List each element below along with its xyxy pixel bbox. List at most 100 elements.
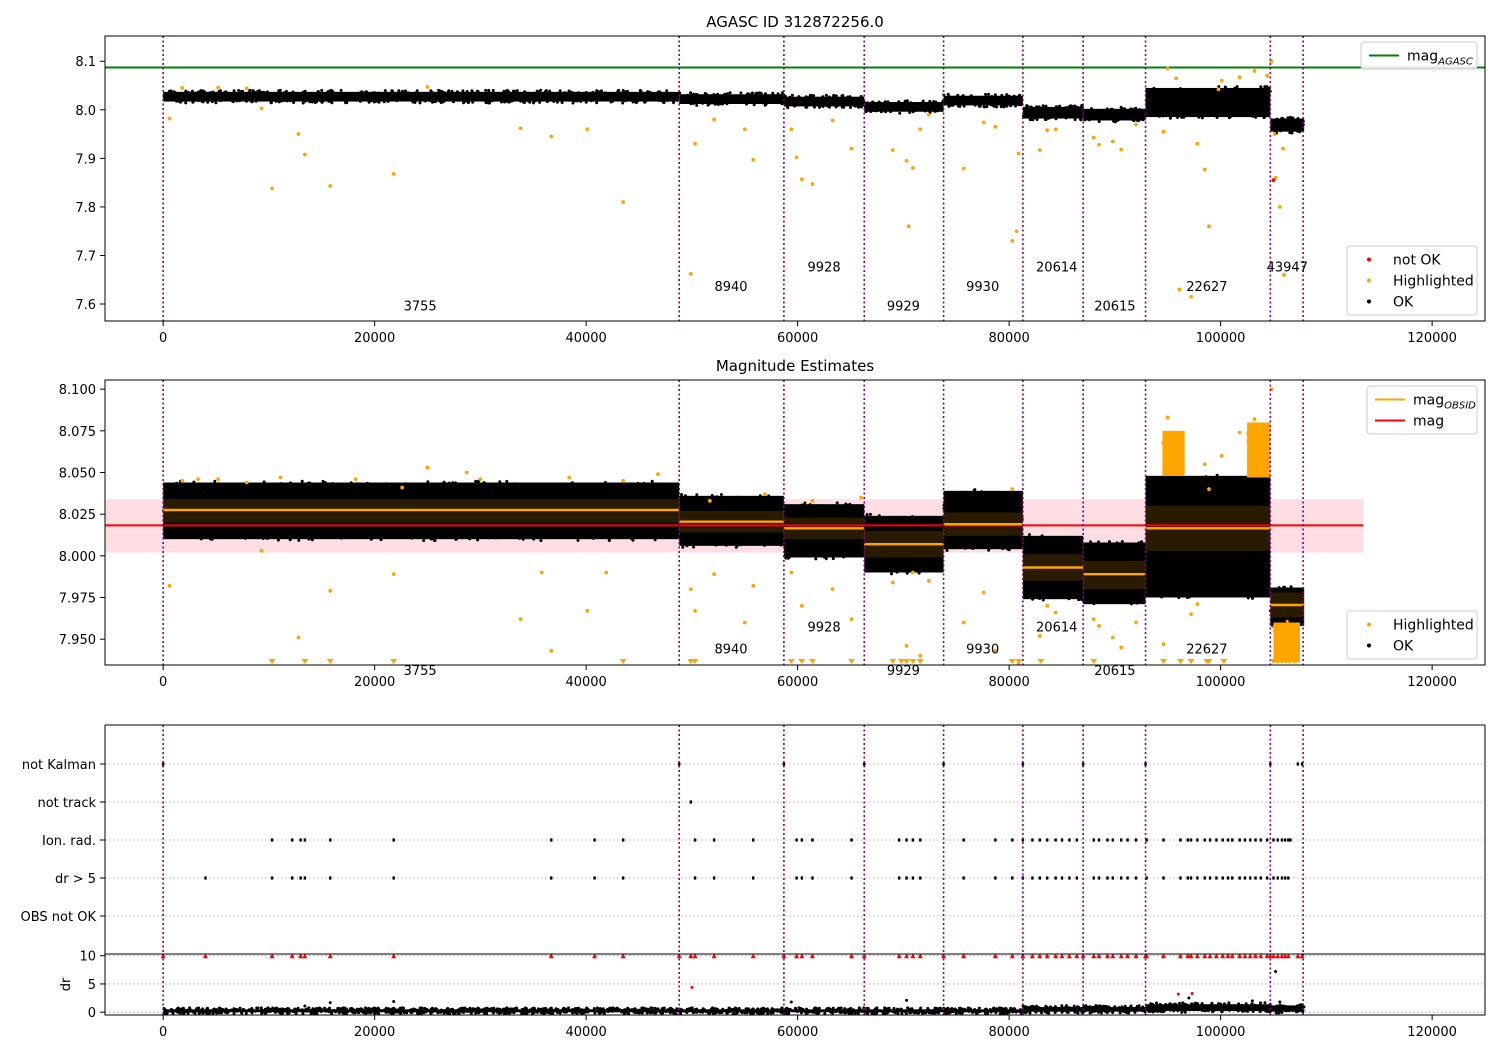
ok-point-point [269, 496, 272, 499]
ok-point-point [636, 527, 639, 530]
ok-point-point [1204, 594, 1207, 597]
dr-point-point [251, 1011, 254, 1014]
dr-point-point [978, 1007, 981, 1010]
highlighted-point [789, 127, 793, 131]
dr-point-point [766, 1012, 769, 1015]
highlighted-point-point [1281, 626, 1284, 629]
ok-point-point [911, 515, 914, 518]
ok-point-point [476, 481, 479, 484]
ok-point-point [634, 493, 637, 496]
ok-point-point [975, 506, 978, 509]
ok-point-point [1029, 117, 1032, 120]
ok-point-point [882, 102, 885, 105]
dr-point-point [586, 1011, 589, 1014]
highlighted-point [1045, 128, 1049, 132]
ok-point-point [231, 494, 234, 497]
ok-point-point [859, 100, 862, 103]
ok-point-point [1245, 101, 1248, 104]
ok-point-point [1089, 540, 1092, 543]
ok-point-point [1199, 93, 1202, 96]
flag-point [304, 876, 306, 879]
flag-point [1098, 838, 1100, 841]
flag-point [299, 876, 301, 879]
ok-point-point [608, 539, 611, 542]
ok-point-point [1217, 552, 1220, 555]
highlighted-point [260, 549, 264, 553]
x-tick-label: 80000 [988, 331, 1029, 346]
ok-point-point [467, 94, 470, 97]
ok-point-point [592, 94, 595, 97]
highlighted-point-point [1171, 432, 1174, 435]
ok-point-point [1229, 480, 1232, 483]
highlighted-point [1273, 132, 1277, 136]
ok-point-point [817, 515, 820, 518]
highlighted-point [689, 587, 693, 591]
ok-point-point [277, 94, 280, 97]
highlighted-point-point [1177, 459, 1180, 462]
ok-point-point [289, 526, 292, 529]
dr-point-point [920, 1009, 923, 1012]
ok-point-point [739, 534, 742, 537]
highlighted-point [1045, 604, 1049, 608]
ok-point-point [820, 548, 823, 551]
ok-point-point [422, 92, 425, 95]
highlighted-point-point [1294, 640, 1297, 643]
highlighted-point-point [1286, 620, 1289, 623]
ok-point-point [717, 97, 720, 100]
ok-point-point [1205, 475, 1208, 478]
highlighted-point [1281, 641, 1285, 645]
ok-point-point [631, 535, 634, 538]
ok-point-point [1077, 587, 1080, 590]
dr-point-point [858, 1006, 861, 1009]
flag-point [1227, 838, 1229, 841]
ok-point-point [1217, 98, 1220, 101]
ok-point-point [1280, 128, 1283, 131]
ok-point-point [1292, 129, 1295, 132]
below-range-marker [809, 659, 816, 664]
ok-point-point [1263, 85, 1266, 88]
ok-point-point [1253, 114, 1256, 117]
highlighted-point [751, 158, 755, 162]
ok-point-point [1253, 558, 1256, 561]
dr-point-point [1013, 1008, 1016, 1011]
ok-point-point [240, 90, 243, 93]
flag-point [1187, 876, 1189, 879]
highlighted-point [519, 617, 523, 621]
ok-point-point [442, 482, 445, 485]
ok-point-point [1043, 115, 1046, 118]
ok-point-point [652, 483, 655, 486]
ok-point-point [788, 96, 791, 99]
flag-point [1093, 876, 1095, 879]
ok-point-point [1179, 87, 1182, 90]
ok-point-point [292, 91, 295, 94]
ok-point-point [218, 492, 221, 495]
ok-point-point [890, 572, 893, 575]
highlighted-point [1259, 437, 1263, 441]
x-tick-label: 0 [159, 331, 167, 346]
dr-point-point [551, 1009, 554, 1012]
ok-point-point [235, 99, 238, 102]
ok-point-point [1224, 86, 1227, 89]
ok-point-point [915, 104, 918, 107]
ok-point-point [543, 93, 546, 96]
highlighted-point-point [1182, 468, 1185, 471]
x-tick-label: 80000 [988, 675, 1029, 690]
ok-point-point [174, 490, 177, 493]
dr-point-point [208, 1012, 211, 1015]
ok-point-point [974, 104, 977, 107]
ok-point-point [1289, 116, 1292, 119]
flag-point [1272, 838, 1274, 841]
ok-point-point [700, 97, 703, 100]
ok-point-point [255, 94, 258, 97]
ok-point-point [302, 534, 305, 537]
dr-point-point [900, 1012, 903, 1015]
dr-point-point [227, 1011, 230, 1014]
highlighted-point [392, 572, 396, 576]
highlighted-point [811, 182, 815, 186]
ok-point-point [1063, 585, 1066, 588]
highlighted-point [982, 591, 986, 595]
flag-point [329, 838, 331, 841]
legend-label-sub: OBSID [1444, 401, 1476, 412]
ok-point-point [636, 482, 639, 485]
highlighted-point [800, 604, 804, 608]
